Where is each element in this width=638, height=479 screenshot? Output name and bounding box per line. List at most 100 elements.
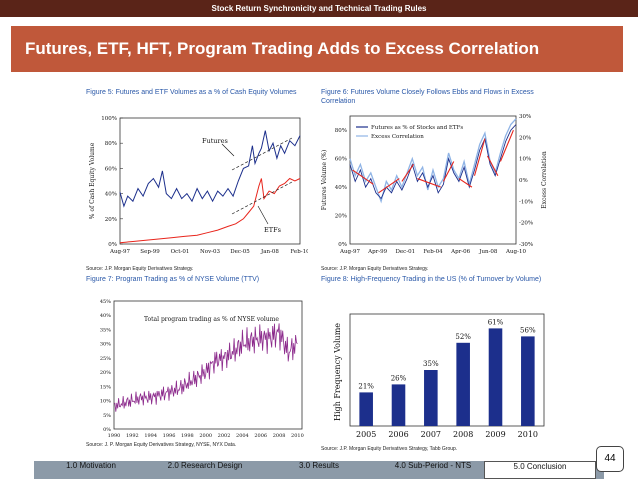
page-number: 44 bbox=[596, 446, 624, 472]
figure-7-x-tick: 2010 bbox=[291, 433, 304, 439]
figure-5-y-tick: 100% bbox=[101, 116, 117, 122]
figure-6-y2-tick: 0% bbox=[519, 178, 528, 184]
figure-6-x-tick: Jun-08 bbox=[478, 249, 498, 255]
figure-6-caption: Figure 6: Futures Volume Closely Follows… bbox=[321, 89, 534, 105]
figure-6-plot-area bbox=[349, 115, 517, 245]
figure-6-series-futures bbox=[349, 124, 517, 200]
futures-trend-line bbox=[231, 137, 293, 171]
legend-futures-label: Futures as % of Stocks and ETFs bbox=[371, 125, 463, 131]
figure-6-x-tick: Feb-04 bbox=[423, 249, 443, 255]
figure-5-y-tick: 80% bbox=[105, 141, 117, 147]
figure-8-bar-label: 35% bbox=[423, 360, 439, 368]
figure-6-y2-tick: 10% bbox=[519, 157, 531, 163]
figure-7-chart: 0% 5% 10% 15% 20% 25% 30% 35% 40% 45% 1990 1992 199… bbox=[100, 299, 304, 439]
figure-6-trend-segment bbox=[499, 130, 514, 162]
figure-5-x-tick: Nov-03 bbox=[200, 249, 221, 255]
figure-7-x-tick: 2006 bbox=[254, 433, 267, 439]
figure-6-trend-segment bbox=[378, 178, 400, 194]
nav-research-design[interactable]: 2.0 Research Design bbox=[167, 461, 243, 470]
figure-5-caption: Figure 5: Futures and ETF Volumes as a %… bbox=[86, 89, 297, 96]
nav-results[interactable]: 3.0 Results bbox=[298, 461, 340, 470]
figure-8-bar-label: 26% bbox=[391, 374, 407, 382]
figure-8-bar-label: 52% bbox=[455, 333, 471, 341]
figure-5-x-tick: Dec-05 bbox=[230, 249, 250, 255]
figure-6-trend-segment bbox=[442, 161, 455, 182]
etfs-annotation: ETFs bbox=[264, 226, 281, 234]
figure-7-caption: Figure 7: Program Trading as % of NYSE V… bbox=[86, 276, 260, 283]
figure-7-y-tick: 5% bbox=[103, 413, 111, 419]
figure-5-y-tick: 0% bbox=[108, 242, 117, 248]
slide-title: Futures, ETF, HFT, Program Trading Adds … bbox=[11, 26, 623, 72]
figure-8-bar-label: 56% bbox=[520, 326, 536, 334]
figure-7-x-tick: 1996 bbox=[163, 433, 176, 439]
futures-annotation: Futures bbox=[202, 137, 228, 145]
figure-7-x-tick: 2002 bbox=[218, 433, 231, 439]
figure-5-series-futures bbox=[119, 130, 301, 208]
figure-7-y-tick: 20% bbox=[100, 370, 111, 376]
figure-5-chart: 0% 20% 40% 60% 80% 100% Aug-97 Sep-99 Oct-01 Nov… bbox=[89, 116, 308, 255]
figure-7-y-tick: 25% bbox=[100, 356, 111, 362]
etf-trend-line bbox=[231, 181, 293, 215]
figure-6-y2-tick: -10% bbox=[519, 199, 533, 205]
figure-6-x-tick: Apr-06 bbox=[450, 249, 470, 255]
figure-6-y-tick: 60% bbox=[335, 157, 347, 163]
figure-7-y-tick: 30% bbox=[100, 342, 111, 348]
figure-7-y-tick: 10% bbox=[100, 399, 111, 405]
nav-sub-period[interactable]: 4.0 Sub-Period - NTS bbox=[394, 461, 472, 470]
figure-5-x-tick: Oct-01 bbox=[171, 249, 190, 255]
figure-7-x-tick: 1990 bbox=[108, 433, 121, 439]
figure-7-y-tick: 40% bbox=[100, 313, 111, 319]
figure-5-y-tick: 40% bbox=[105, 192, 117, 198]
figure-8-source: Source: J.P. Morgan Equity Derivatives S… bbox=[321, 446, 458, 452]
figure-8-bar-2007 bbox=[424, 370, 438, 426]
figure-8-bar-2005 bbox=[359, 392, 373, 426]
nav-conclusion[interactable]: 5.0 Conclusion bbox=[484, 461, 596, 479]
futures-annotation-arrow bbox=[221, 143, 235, 157]
figure-6-y2-tick: 20% bbox=[519, 135, 531, 141]
figure-6-series-excess-correlation bbox=[349, 118, 517, 204]
figure-7-x-tick: 1992 bbox=[126, 433, 139, 439]
figure-8-bar-2006 bbox=[391, 384, 406, 426]
figure-5-plot-area bbox=[119, 117, 301, 245]
figure-7-series-label: Total program trading as % of NYSE volum… bbox=[144, 316, 279, 323]
figure-6-trend-segment bbox=[417, 178, 441, 188]
figure-5-source: Source: J.P. Morgan Equity Derivatives S… bbox=[86, 266, 194, 272]
figure-6-trend-segment bbox=[458, 178, 473, 188]
figure-5-series-etfs bbox=[119, 177, 301, 244]
nav-motivation[interactable]: 1.0 Motivation bbox=[66, 461, 116, 470]
figure-7-x-tick: 1998 bbox=[181, 433, 194, 439]
figure-6-trend-segment bbox=[352, 169, 374, 185]
figure-6-trend-segment bbox=[401, 164, 415, 182]
figure-5-y-tick: 60% bbox=[105, 166, 117, 172]
figure-8-x-tick: 2007 bbox=[421, 430, 441, 439]
figure-6-x-tick: Apr-99 bbox=[367, 249, 387, 255]
figure-7-y-tick: 0% bbox=[103, 427, 111, 433]
figure-7-y-tick: 45% bbox=[100, 299, 111, 305]
figure-8-x-tick: 2005 bbox=[356, 430, 376, 439]
figure-6-y-tick: 0% bbox=[338, 242, 347, 248]
figure-5-y-label: % of Cash Equity Volume bbox=[89, 142, 96, 219]
figure-8-x-tick: 2009 bbox=[485, 430, 505, 439]
legend-excess-label: Excess Correlation bbox=[371, 134, 424, 140]
figure-8-caption: Figure 8: High-Frequency Trading in the … bbox=[321, 276, 542, 283]
figure-7-x-tick: 2008 bbox=[273, 433, 286, 439]
figure-6-y2-label: Excess Correlation bbox=[541, 151, 548, 209]
figure-7-series-program-trading bbox=[113, 323, 298, 412]
figure-6-x-tick: Aug-10 bbox=[505, 249, 526, 255]
figure-8-bar-2010 bbox=[521, 336, 535, 426]
figure-6-trend-segment bbox=[473, 138, 486, 176]
figure-6-y-label: Futures Volume (%) bbox=[321, 150, 328, 210]
figure-8-bar-label: 61% bbox=[488, 318, 504, 326]
figure-8-bar-2008 bbox=[456, 342, 470, 426]
figure-8-x-tick: 2008 bbox=[453, 430, 473, 439]
figure-5-x-tick: Feb-10 bbox=[290, 249, 308, 255]
figure-8-bar-2009 bbox=[488, 328, 503, 426]
figure-8-x-tick: 2006 bbox=[388, 430, 408, 439]
figure-5-y-tick: 20% bbox=[105, 217, 117, 223]
figure-7-x-tick: 2000 bbox=[199, 433, 212, 439]
figure-8-plot-area bbox=[349, 313, 545, 427]
figure-5-x-tick: Sep-99 bbox=[140, 249, 160, 255]
figure-5-x-tick: Jan-08 bbox=[260, 249, 279, 255]
figure-6-chart: 0% 20% 40% 60% 80% -30% -20% -10% 0% 10% 20% 30% A… bbox=[321, 114, 548, 255]
figure-7-y-tick: 15% bbox=[100, 384, 111, 390]
